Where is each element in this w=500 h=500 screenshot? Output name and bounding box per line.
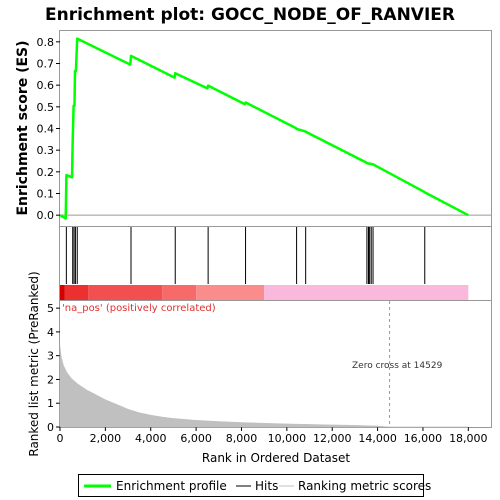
positive-correlation-label: 'na_pos' (positively correlated) (62, 303, 216, 314)
metric-axis-label: Ranked list metric (PreRanked) (27, 271, 41, 456)
es-y-tick-label: 0.6 (37, 79, 55, 92)
enrichment-profile-line (59, 37, 469, 220)
colorbar-segment (162, 285, 197, 300)
x-tick-label: 4,000 (135, 432, 167, 445)
es-y-tick-label: 0.8 (37, 36, 55, 49)
x-tick-label: 18,000 (449, 432, 488, 445)
colorbar-segment (196, 285, 265, 300)
colorbar-segment (60, 285, 65, 300)
metric-y-tick-label: 3 (47, 350, 54, 363)
metric-panel-frame (59, 300, 492, 428)
x-tick-label: 0 (57, 432, 64, 445)
x-tick-label: 8,000 (226, 432, 258, 445)
x-axis-label: Rank in Ordered Dataset (202, 451, 350, 465)
x-tick-label: 10,000 (268, 432, 307, 445)
x-tick-label: 6,000 (180, 432, 212, 445)
zero-cross-label: Zero cross at 14529 (352, 361, 443, 371)
legend-label-enrichment: Enrichment profile (116, 479, 227, 493)
es-y-tick-label: 0.7 (37, 58, 55, 71)
ranked-colorbar (60, 285, 469, 300)
legend-label-hits: Hits (255, 479, 278, 493)
es-y-tick-label: 0.3 (37, 144, 55, 157)
es-y-tick-label: 0.1 (37, 188, 55, 201)
ranking-metric-area (59, 346, 469, 428)
x-tick-label: 16,000 (404, 432, 443, 445)
colorbar-segment (88, 285, 163, 300)
x-tick-label: 2,000 (90, 432, 122, 445)
metric-y-tick-label: 4 (47, 326, 54, 339)
x-tick-label: 12,000 (313, 432, 352, 445)
metric-y-tick-label: 2 (47, 373, 54, 386)
chart-title: Enrichment plot: GOCC_NODE_OF_RANVIER (45, 5, 455, 25)
colorbar-segment (64, 285, 89, 300)
metric-panel: 0 1 2 3 4 5 0 2,000 4,000 6,000 8,000 10,000 12,000 1… (47, 301, 488, 445)
es-y-tick-label: 0.2 (37, 166, 55, 179)
es-y-tick-label: 0.0 (37, 209, 55, 222)
es-axis-label: Enrichment score (ES) (15, 40, 31, 215)
es-panel-frame (59, 30, 492, 227)
metric-y-tick-label: 5 (47, 302, 54, 315)
metric-y-tick-label: 1 (47, 397, 54, 410)
legend-label-metric: Ranking metric scores (298, 479, 431, 493)
colorbar-segment (264, 285, 469, 300)
es-y-tick-label: 0.4 (37, 123, 55, 136)
hits-panel (65, 227, 426, 284)
x-tick-label: 14,000 (358, 432, 397, 445)
es-y-tick-label: 0.5 (37, 101, 55, 114)
metric-y-tick-label: 0 (47, 421, 54, 434)
es-panel: 0.0 0.1 0.2 0.3 0.4 0.5 0.6 0.7 0.8 (37, 36, 491, 222)
legend: Enrichment profile Hits Ranking metric s… (78, 474, 431, 497)
